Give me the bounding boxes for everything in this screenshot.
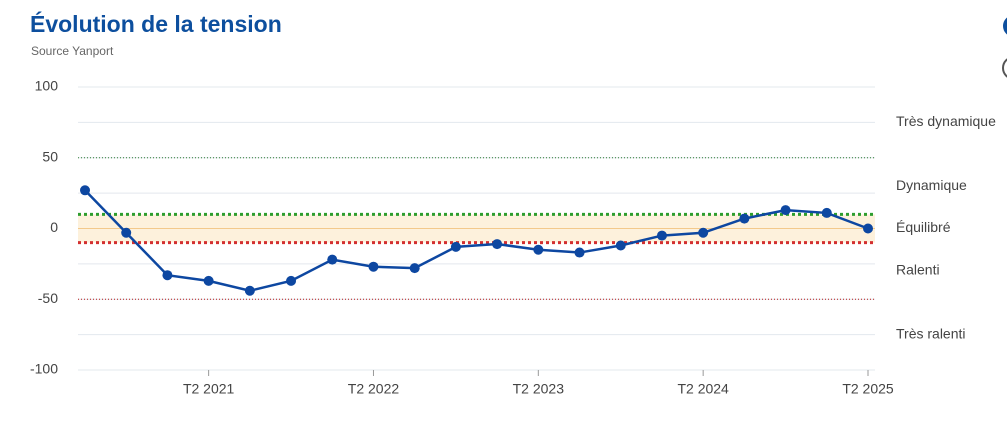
y-tick-label: 50	[42, 148, 58, 164]
data-point	[615, 240, 626, 251]
x-tick-label: T2 2025	[842, 381, 894, 397]
zone-label: Équilibré	[896, 219, 951, 235]
data-point	[863, 223, 873, 234]
data-point	[739, 213, 750, 224]
series-line	[84, 189, 869, 293]
data-point	[162, 270, 173, 281]
x-tick-label: T2 2022	[348, 381, 400, 397]
x-tick-label: T2 2023	[513, 381, 565, 397]
icon[interactable]	[1002, 57, 1007, 79]
y-tick-label: 0	[50, 219, 58, 235]
x-tick-label: T2 2024	[677, 381, 729, 397]
data-point	[368, 261, 379, 272]
zone-label: Ralenti	[896, 262, 940, 278]
icon[interactable]	[1003, 15, 1007, 37]
data-point	[450, 241, 461, 252]
data-point	[203, 275, 214, 286]
data-point	[821, 207, 832, 218]
y-tick-label: -100	[30, 361, 58, 377]
data-point	[327, 254, 338, 265]
data-point	[286, 275, 297, 286]
data-point	[121, 227, 132, 238]
data-point	[409, 263, 420, 274]
data-point	[698, 227, 709, 238]
y-tick-label: -50	[38, 290, 58, 306]
data-point	[780, 205, 791, 216]
y-tick-label: 100	[35, 78, 59, 94]
data-point	[533, 244, 544, 255]
data-point	[656, 230, 667, 241]
data-point	[80, 185, 90, 196]
x-tick-label: T2 2021	[183, 381, 235, 397]
chart-title: Évolution de la tension	[30, 10, 282, 37]
data-point	[244, 285, 255, 296]
zone-label: Très dynamique	[896, 113, 996, 129]
zone-label: Dynamique	[896, 177, 967, 193]
data-point	[492, 239, 503, 250]
data-point	[574, 247, 585, 258]
zone-label: Très ralenti	[896, 325, 966, 341]
chart-subtitle: Source Yanport	[31, 44, 114, 58]
